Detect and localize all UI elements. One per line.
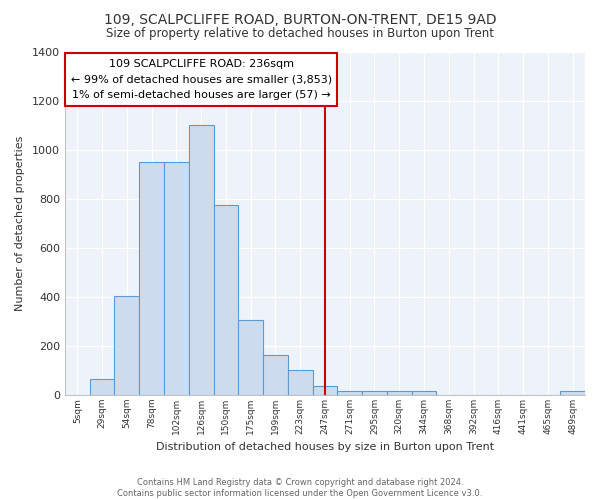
Bar <box>89 379 115 395</box>
Text: 109 SCALPCLIFFE ROAD: 236sqm
← 99% of detached houses are smaller (3,853)
1% of : 109 SCALPCLIFFE ROAD: 236sqm ← 99% of de… <box>71 59 332 100</box>
Y-axis label: Number of detached properties: Number of detached properties <box>15 136 25 311</box>
Bar <box>313 386 337 395</box>
X-axis label: Distribution of detached houses by size in Burton upon Trent: Distribution of detached houses by size … <box>156 442 494 452</box>
Bar <box>139 162 164 395</box>
Bar <box>238 320 263 395</box>
Bar <box>337 392 362 395</box>
Text: Contains HM Land Registry data © Crown copyright and database right 2024.
Contai: Contains HM Land Registry data © Crown c… <box>118 478 482 498</box>
Bar <box>560 392 585 395</box>
Bar <box>387 392 412 395</box>
Bar <box>263 354 288 395</box>
Bar <box>412 392 436 395</box>
Bar <box>288 370 313 395</box>
Text: 109, SCALPCLIFFE ROAD, BURTON-ON-TRENT, DE15 9AD: 109, SCALPCLIFFE ROAD, BURTON-ON-TRENT, … <box>104 12 496 26</box>
Bar <box>362 392 387 395</box>
Bar <box>189 125 214 395</box>
Bar <box>164 162 189 395</box>
Bar <box>115 296 139 395</box>
Text: Size of property relative to detached houses in Burton upon Trent: Size of property relative to detached ho… <box>106 28 494 40</box>
Bar <box>214 205 238 395</box>
